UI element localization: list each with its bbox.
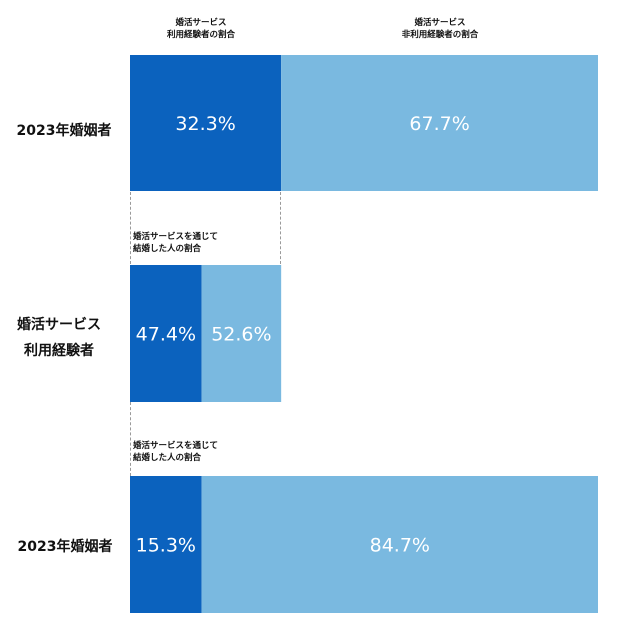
note-married-via-service-1: 婚活サービスを通じて 結婚した人の割合	[133, 232, 219, 254]
bar-row1-seg2	[281, 55, 598, 191]
connector-line-right	[280, 192, 281, 264]
note-married-via-service-2: 婚活サービスを通じて 結婚した人の割合	[133, 441, 219, 463]
bar-label-row3-seg2: 84.7%	[370, 535, 430, 557]
bar-label-row3-seg1: 15.3%	[136, 535, 196, 557]
bar-row2-seg1	[130, 265, 202, 402]
bar-label-row1-seg2: 67.7%	[409, 113, 469, 135]
bar-row2-seg2	[201, 265, 282, 402]
header-user-share: 婚活サービス 利用経験者の割合	[166, 18, 235, 40]
bar-label-row1-seg1: 32.3%	[175, 113, 235, 135]
bar-row3-seg1	[130, 476, 202, 613]
connector-line-lower	[130, 402, 131, 476]
connector-line-left	[130, 192, 131, 264]
row-label-2023-service: 2023年婚姻者	[17, 539, 113, 555]
header-non-user-share: 婚活サービス 非利用経験者の割合	[401, 18, 479, 40]
bar-row3-seg2	[201, 476, 598, 613]
bar-row1-seg1	[130, 55, 282, 191]
bar-label-row2-seg1: 47.4%	[136, 324, 196, 346]
bar-label-row2-seg2: 52.6%	[211, 324, 271, 346]
row-label-service-users: 婚活サービス 利用経験者	[17, 317, 101, 359]
row-label-2023-all: 2023年婚姻者	[16, 123, 112, 139]
